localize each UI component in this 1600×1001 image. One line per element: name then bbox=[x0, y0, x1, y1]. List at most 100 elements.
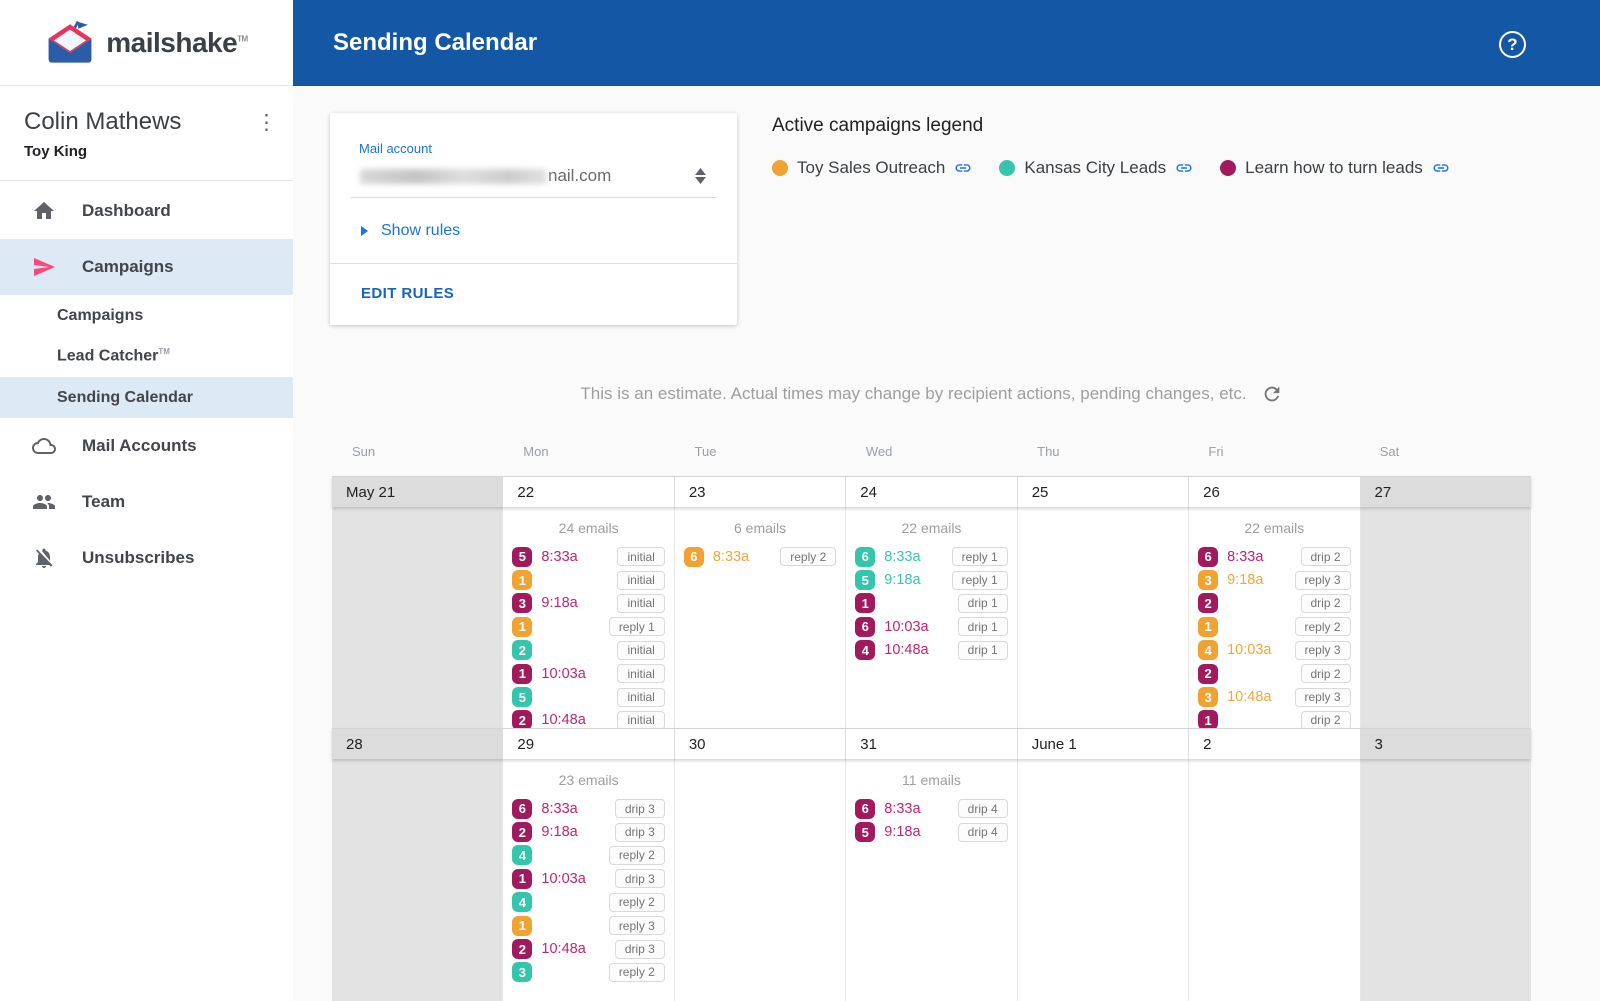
sidebar-item-campaigns-sub[interactable]: Campaigns bbox=[0, 295, 293, 336]
scheduled-email-row[interactable]: 1 drip 1 bbox=[855, 592, 1008, 615]
day-cell: 23 emails 6 8:33a drip 3 2 9:18a drip 3 4 reply … bbox=[503, 759, 675, 1001]
campaign-count-badge: 1 bbox=[512, 616, 533, 637]
scheduled-email-row[interactable]: 6 8:33a drip 3 bbox=[512, 797, 665, 820]
campaign-count-badge: 2 bbox=[512, 939, 533, 960]
sidebar-item-label: Campaigns bbox=[82, 257, 174, 276]
calendar-week-row: 28 29 30 31 June 1 2 3 23 emails 6 8:33a drip 3 2 9:… bbox=[332, 728, 1531, 1001]
event-list: 6 8:33a drip 2 3 9:18a reply 3 2 drip 2 1 reply 2… bbox=[1198, 545, 1351, 728]
scheduled-email-row[interactable]: 4 reply 2 bbox=[512, 891, 665, 914]
email-redacted-blur bbox=[360, 168, 547, 184]
event-stage-tag: drip 3 bbox=[614, 939, 665, 959]
event-stage-tag: reply 1 bbox=[951, 570, 1008, 590]
send-time: 10:03a bbox=[884, 618, 929, 635]
date-cell: May 21 bbox=[332, 477, 504, 507]
campaign-count-badge: 6 bbox=[683, 546, 704, 567]
scheduled-email-row[interactable]: 2 10:48a initial bbox=[512, 709, 665, 728]
scheduled-email-row[interactable]: 3 10:48a reply 3 bbox=[1198, 685, 1351, 708]
campaign-count-badge: 3 bbox=[1198, 687, 1219, 708]
campaign-count-badge: 4 bbox=[512, 845, 533, 866]
day-cell: 22 emails 6 8:33a drip 2 3 9:18a reply 3 2 drip … bbox=[1189, 507, 1361, 728]
user-menu-kebab-icon[interactable]: ⋮ bbox=[256, 111, 277, 134]
scheduled-email-row[interactable]: 1 reply 3 bbox=[512, 914, 665, 937]
send-time: 10:48a bbox=[541, 941, 586, 958]
show-rules-toggle[interactable]: Show rules bbox=[351, 198, 716, 263]
scheduled-email-row[interactable]: 5 initial bbox=[512, 685, 665, 708]
day-name-label: Mon bbox=[523, 444, 549, 459]
date-cell: 25 bbox=[1017, 477, 1190, 507]
app-header: Sending Calendar ? bbox=[293, 0, 1600, 86]
campaign-count-badge: 1 bbox=[512, 663, 533, 684]
sidebar-item-team[interactable]: Team bbox=[0, 474, 293, 530]
sidebar-item-mail-accounts[interactable]: Mail Accounts bbox=[0, 418, 293, 474]
day-name-label: Sun bbox=[352, 444, 376, 459]
sidebar-item-sending-calendar[interactable]: Sending Calendar bbox=[0, 377, 293, 418]
date-cell: 23 bbox=[674, 477, 847, 507]
day-cell bbox=[332, 759, 504, 1001]
refresh-icon[interactable] bbox=[1261, 383, 1283, 405]
campaign-link-icon[interactable] bbox=[1175, 159, 1193, 177]
campaign-legend-item: Learn how to turn leads bbox=[1220, 158, 1450, 178]
event-list: 6 8:33a reply 1 5 9:18a reply 1 1 drip 1 6 10:03a… bbox=[855, 545, 1008, 662]
scheduled-email-row[interactable]: 5 9:18a reply 1 bbox=[855, 568, 1008, 591]
scheduled-email-row[interactable]: 5 8:33a initial bbox=[512, 545, 665, 568]
sidebar-item-lead-catcher[interactable]: Lead CatcherTM bbox=[0, 336, 293, 377]
email-count: 23 emails bbox=[558, 772, 619, 788]
edit-rules-button[interactable]: EDIT RULES bbox=[361, 285, 455, 302]
show-rules-label: Show rules bbox=[381, 222, 461, 239]
campaign-color-dot bbox=[1220, 160, 1237, 176]
campaign-count-badge: 3 bbox=[512, 962, 533, 983]
scheduled-email-row[interactable]: 6 8:33a reply 2 bbox=[683, 545, 837, 568]
send-time: 10:48a bbox=[1227, 689, 1272, 706]
day-cell bbox=[1017, 507, 1190, 728]
scheduled-email-row[interactable]: 1 reply 2 bbox=[1198, 615, 1351, 638]
date-cell: 29 bbox=[503, 729, 675, 759]
scheduled-email-row[interactable]: 4 10:48a drip 1 bbox=[855, 639, 1008, 662]
scheduled-email-row[interactable]: 2 drip 2 bbox=[1198, 592, 1351, 615]
sidebar-item-unsubscribes[interactable]: Unsubscribes bbox=[0, 530, 293, 586]
scheduled-email-row[interactable]: 4 reply 2 bbox=[512, 844, 665, 867]
scheduled-email-row[interactable]: 6 10:03a drip 1 bbox=[855, 615, 1008, 638]
scheduled-email-row[interactable]: 2 initial bbox=[512, 639, 665, 662]
scheduled-email-row[interactable]: 6 8:33a drip 2 bbox=[1198, 545, 1351, 568]
scheduled-email-row[interactable]: 1 drip 2 bbox=[1198, 709, 1351, 728]
scheduled-email-row[interactable]: 5 9:18a drip 4 bbox=[855, 820, 1008, 843]
scheduled-email-row[interactable]: 1 10:03a initial bbox=[512, 662, 665, 685]
scheduled-email-row[interactable]: 3 9:18a initial bbox=[512, 592, 665, 615]
scheduled-email-row[interactable]: 3 reply 2 bbox=[512, 961, 665, 984]
help-icon[interactable]: ? bbox=[1499, 31, 1526, 58]
legend-title: Active campaigns legend bbox=[772, 115, 984, 136]
sidebar-item-campaigns[interactable]: Campaigns bbox=[0, 239, 293, 295]
scheduled-email-row[interactable]: 1 10:03a drip 3 bbox=[512, 867, 665, 890]
campaign-count-badge: 6 bbox=[855, 616, 876, 637]
email-count: 11 emails bbox=[902, 772, 961, 788]
event-stage-tag: reply 3 bbox=[1294, 687, 1351, 707]
mail-account-select[interactable]: nail.com bbox=[351, 156, 716, 198]
email-count: 24 emails bbox=[558, 520, 619, 536]
scheduled-email-row[interactable]: 4 10:03a reply 3 bbox=[1198, 639, 1351, 662]
scheduled-email-row[interactable]: 6 8:33a reply 1 bbox=[855, 545, 1008, 568]
campaign-link-icon[interactable] bbox=[954, 159, 972, 177]
campaign-count-badge: 5 bbox=[855, 570, 876, 591]
date-cell: 28 bbox=[332, 729, 504, 759]
brand-logo[interactable]: mailshakeTM bbox=[0, 0, 293, 86]
campaign-count-badge: 2 bbox=[512, 710, 533, 728]
scheduled-email-row[interactable]: 2 drip 2 bbox=[1198, 662, 1351, 685]
send-time: 10:48a bbox=[541, 712, 586, 728]
sidebar-item-dashboard[interactable]: Dashboard bbox=[0, 183, 293, 239]
day-name-label: Fri bbox=[1208, 444, 1224, 459]
scheduled-email-row[interactable]: 3 9:18a reply 3 bbox=[1198, 568, 1351, 591]
campaign-name: Kansas City Leads bbox=[1024, 158, 1167, 177]
campaign-count-badge: 3 bbox=[512, 593, 533, 614]
campaign-count-badge: 1 bbox=[1198, 616, 1219, 637]
campaign-link-icon[interactable] bbox=[1432, 159, 1450, 177]
event-stage-tag: drip 3 bbox=[614, 799, 665, 819]
scheduled-email-row[interactable]: 6 8:33a drip 4 bbox=[855, 797, 1008, 820]
mailshake-envelope-icon bbox=[45, 20, 95, 66]
event-stage-tag: drip 1 bbox=[957, 617, 1008, 637]
scheduled-email-row[interactable]: 1 initial bbox=[512, 568, 665, 591]
scheduled-email-row[interactable]: 1 reply 1 bbox=[512, 615, 665, 638]
send-time: 10:48a bbox=[884, 642, 929, 659]
scheduled-email-row[interactable]: 2 10:48a drip 3 bbox=[512, 937, 665, 960]
scheduled-email-row[interactable]: 2 9:18a drip 3 bbox=[512, 820, 665, 843]
